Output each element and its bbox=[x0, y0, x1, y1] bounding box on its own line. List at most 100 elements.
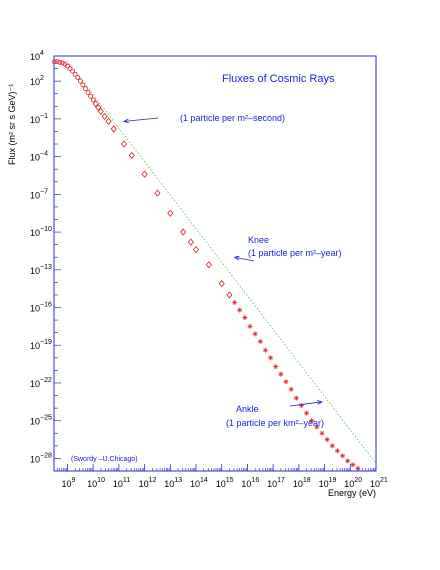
data-point bbox=[247, 323, 253, 329]
data-point bbox=[101, 112, 108, 120]
data-point bbox=[70, 68, 75, 74]
data-point bbox=[273, 364, 279, 370]
y-tick-label: 10−16 bbox=[30, 302, 52, 314]
annotation-knee: Knee (1 particle per m²–year) bbox=[233, 235, 342, 262]
data-point bbox=[283, 379, 289, 385]
y-tick-label: 10−10 bbox=[30, 226, 52, 238]
y-tick-label: 10−28 bbox=[30, 452, 52, 464]
annotation-label: (1 particle per m²–second) bbox=[180, 113, 285, 123]
x-tick-label: 1021 bbox=[370, 477, 388, 489]
data-point bbox=[340, 453, 346, 459]
data-point bbox=[334, 448, 340, 454]
data-point bbox=[329, 443, 335, 449]
x-tick-label: 1019 bbox=[319, 477, 337, 489]
data-point bbox=[309, 418, 315, 424]
reference-power-law-line bbox=[67, 60, 377, 464]
data-point bbox=[85, 90, 91, 95]
x-tick-label: 1014 bbox=[190, 477, 208, 489]
arrow-head bbox=[122, 118, 129, 124]
x-tick-label: 109 bbox=[61, 477, 75, 489]
data-point bbox=[90, 97, 96, 103]
data-point bbox=[54, 59, 60, 65]
y-tick-label: 10−7 bbox=[30, 188, 48, 200]
data-point bbox=[232, 299, 238, 305]
y-axis-ticks bbox=[54, 55, 61, 472]
data-point bbox=[67, 66, 73, 71]
data-point bbox=[167, 209, 174, 217]
data-point bbox=[97, 107, 104, 115]
annotation-ankle: Ankle (1 particle per km²–year) bbox=[226, 400, 324, 428]
data-point bbox=[57, 59, 63, 65]
data-point bbox=[95, 103, 102, 112]
annotation-one-per-m2-second: (1 particle per m²–second) bbox=[122, 113, 285, 124]
data-point bbox=[120, 140, 128, 148]
data-point bbox=[350, 462, 356, 468]
x-tick-label: 1018 bbox=[293, 477, 311, 489]
data-point bbox=[293, 395, 299, 401]
data-point bbox=[324, 437, 330, 443]
x-tick-label: 1013 bbox=[164, 477, 182, 489]
data-point bbox=[304, 410, 310, 416]
data-point bbox=[257, 338, 263, 344]
data-point bbox=[268, 355, 274, 361]
x-tick-label: 1016 bbox=[241, 477, 259, 489]
reference-line-layer bbox=[67, 60, 377, 464]
annotation-arrow bbox=[234, 256, 255, 262]
y-tick-label: 10−13 bbox=[30, 264, 52, 276]
data-point bbox=[88, 93, 93, 99]
data-point bbox=[92, 100, 99, 108]
y-axis-tick-labels: 104 102 10−1 10−4 10−7 10−10 10−13 10−16 10−19 10… bbox=[30, 50, 52, 464]
data-point bbox=[154, 189, 161, 197]
data-point bbox=[180, 228, 187, 236]
y-axis-title: Flux (m² sr s GeV)⁻¹ bbox=[7, 84, 17, 165]
data-point bbox=[345, 458, 351, 464]
chart-title: Fluxes of Cosmic Rays bbox=[222, 73, 335, 85]
data-point bbox=[77, 78, 83, 84]
data-point bbox=[252, 331, 258, 337]
y-tick-label: 10−4 bbox=[30, 151, 48, 163]
data-point bbox=[72, 71, 78, 77]
data-point bbox=[80, 82, 86, 88]
data-point bbox=[141, 170, 148, 178]
data-point bbox=[205, 261, 212, 269]
credit-label: (Swordy –U.Chicago) bbox=[71, 456, 138, 463]
data-point bbox=[288, 386, 294, 392]
data-point bbox=[105, 117, 112, 126]
y-tick-label: 10−25 bbox=[30, 415, 52, 427]
plot-frame bbox=[53, 55, 377, 472]
data-point bbox=[314, 424, 320, 430]
data-point bbox=[52, 59, 57, 65]
data-point bbox=[218, 279, 225, 288]
x-tick-label: 1010 bbox=[87, 477, 105, 489]
data-point bbox=[83, 86, 88, 92]
arrow-head bbox=[233, 255, 240, 261]
x-axis-tick-labels: 109 1010 1011 1012 1013 1014 1015 1016 1017 1018 1… bbox=[61, 477, 387, 489]
y-tick-label: 10−22 bbox=[30, 377, 52, 389]
x-tick-label: 1011 bbox=[113, 477, 130, 489]
arrow-head bbox=[317, 400, 324, 405]
data-point bbox=[110, 125, 117, 133]
annotation-arrow bbox=[123, 117, 159, 122]
data-point bbox=[226, 291, 233, 299]
data-point bbox=[278, 371, 284, 377]
y-tick-label: 102 bbox=[30, 75, 44, 87]
y-tick-label: 10−1 bbox=[30, 113, 48, 125]
data-point bbox=[298, 403, 304, 409]
data-point bbox=[237, 307, 243, 313]
annotation-arrow bbox=[289, 401, 323, 407]
y-tick-label: 104 bbox=[30, 50, 44, 62]
x-tick-label: 1015 bbox=[216, 477, 234, 489]
y-tick-label: 10−19 bbox=[30, 339, 52, 351]
x-axis-ticks bbox=[53, 464, 377, 471]
x-tick-label: 1020 bbox=[344, 477, 362, 489]
data-point bbox=[262, 347, 268, 353]
x-axis-title: Energy (eV) bbox=[328, 488, 376, 498]
data-point bbox=[187, 238, 194, 246]
annotation-label: Knee bbox=[248, 235, 269, 245]
data-point bbox=[192, 246, 200, 254]
annotation-label: Ankle bbox=[236, 404, 259, 414]
data-point bbox=[319, 430, 325, 436]
annotation-sublabel: (1 particle per km²–year) bbox=[226, 418, 324, 428]
data-point bbox=[128, 151, 135, 159]
